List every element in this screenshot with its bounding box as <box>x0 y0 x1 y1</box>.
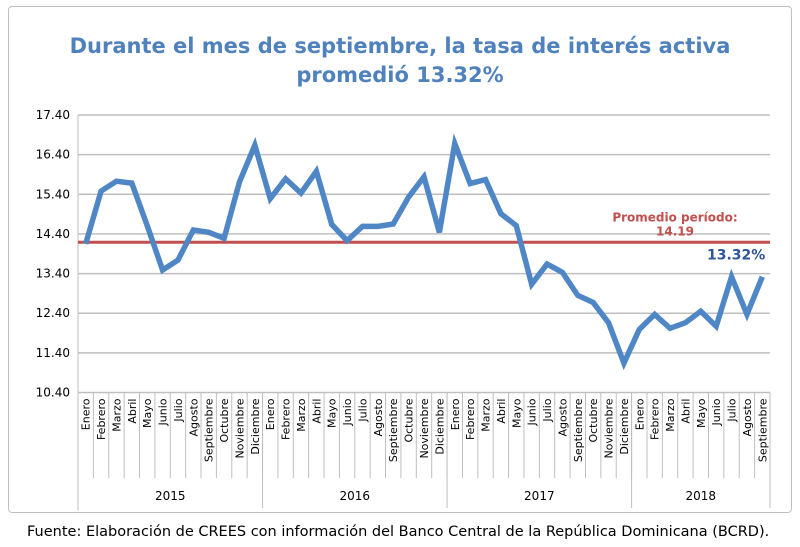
chart-title-line2: promedió 13.32% <box>296 63 504 87</box>
chart-title-line1: Durante el mes de septiembre, la tasa de… <box>69 34 731 58</box>
x-month-label: Abril <box>495 399 508 424</box>
x-month-label: Abril <box>310 399 323 424</box>
x-month-label: Noviembre <box>233 398 246 458</box>
x-year-label: 2017 <box>524 489 555 503</box>
x-month-label: Enero <box>449 398 462 430</box>
x-month-label: Septiembre <box>203 398 216 462</box>
source-note: Fuente: Elaboración de CREES con informa… <box>27 524 770 540</box>
chart-title: Durante el mes de septiembre, la tasa de… <box>0 32 800 90</box>
x-month-label: Junio <box>157 398 170 426</box>
x-month-label: Noviembre <box>418 398 431 458</box>
y-tick-label: 16.40 <box>36 148 70 162</box>
y-tick-label: 17.40 <box>36 108 70 122</box>
x-month-label: Octubre <box>218 398 231 442</box>
x-month-label: Junio <box>526 398 539 426</box>
y-tick-label: 14.40 <box>36 227 70 241</box>
x-month-label: Julio <box>726 398 739 422</box>
x-month-label: Enero <box>80 398 93 430</box>
series-line <box>83 133 765 371</box>
x-month-label: Noviembre <box>603 398 616 458</box>
x-month-label: Mayo <box>326 398 339 428</box>
x-month-label: Agosto <box>741 398 754 436</box>
x-year-label: 2016 <box>340 489 371 503</box>
x-month-label: Septiembre <box>387 398 400 462</box>
x-month-label: Octubre <box>587 398 600 442</box>
y-tick-label: 12.40 <box>36 306 70 320</box>
x-month-label: Mayo <box>695 398 708 428</box>
y-tick-label: 15.40 <box>36 187 70 201</box>
average-value-label: 14.19 <box>656 224 694 238</box>
x-month-label: Enero <box>264 398 277 430</box>
x-month-label: Febrero <box>649 398 662 440</box>
x-month-label: Marzo <box>480 398 493 432</box>
last-value-label: 13.32% <box>707 248 765 264</box>
x-month-label: Febrero <box>95 398 108 440</box>
x-month-label: Diciembre <box>433 398 446 454</box>
y-tick-label: 11.40 <box>36 346 70 360</box>
x-month-label: Junio <box>341 398 354 426</box>
x-month-label: Agosto <box>556 398 569 436</box>
x-month-label: Enero <box>633 398 646 430</box>
x-month-label: Abril <box>679 399 692 424</box>
x-month-label: Septiembre <box>756 398 769 462</box>
x-month-label: Diciembre <box>618 398 631 454</box>
x-month-label: Junio <box>710 398 723 426</box>
x-month-label: Febrero <box>280 398 293 440</box>
x-month-label: Octubre <box>403 398 416 442</box>
x-month-label: Julio <box>172 398 185 422</box>
y-tick-label: 10.40 <box>36 386 70 400</box>
x-month-label: Mayo <box>510 398 523 428</box>
average-label: Promedio período: <box>612 210 737 224</box>
x-month-label: Julio <box>356 398 369 422</box>
x-year-label: 2018 <box>686 489 717 503</box>
x-month-label: Septiembre <box>572 398 585 462</box>
x-month-label: Agosto <box>372 398 385 436</box>
x-month-label: Agosto <box>187 398 200 436</box>
x-month-label: Mayo <box>141 398 154 428</box>
x-month-label: Abril <box>126 399 139 424</box>
x-month-label: Diciembre <box>249 398 262 454</box>
x-month-label: Febrero <box>464 398 477 440</box>
x-year-label: 2015 <box>155 489 186 503</box>
x-month-label: Marzo <box>295 398 308 432</box>
x-month-label: Julio <box>541 398 554 422</box>
y-tick-label: 13.40 <box>36 267 70 281</box>
x-month-label: Marzo <box>110 398 123 432</box>
x-month-label: Marzo <box>664 398 677 432</box>
chart-frame <box>8 6 792 513</box>
